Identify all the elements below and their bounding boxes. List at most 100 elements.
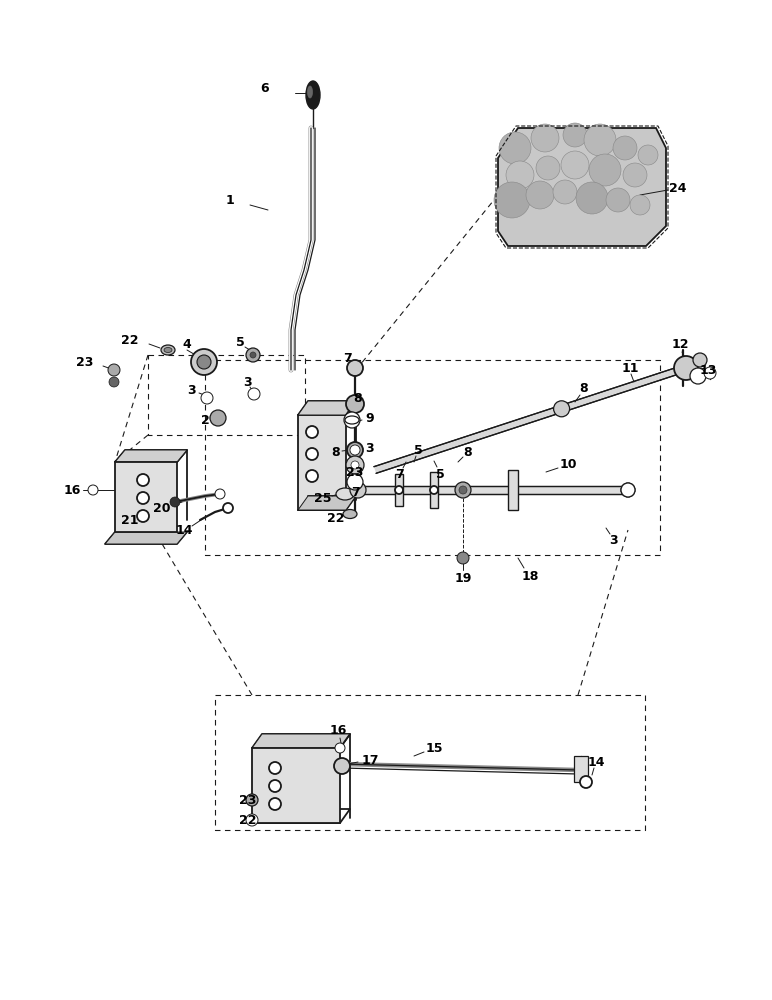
Circle shape	[346, 456, 364, 474]
Circle shape	[584, 124, 616, 156]
Text: 14: 14	[175, 524, 193, 536]
Circle shape	[191, 349, 217, 375]
Text: 11: 11	[621, 361, 638, 374]
Circle shape	[137, 510, 149, 522]
Text: 2: 2	[201, 414, 209, 426]
Circle shape	[246, 814, 258, 826]
Text: 7: 7	[395, 468, 405, 481]
Text: 10: 10	[559, 458, 577, 471]
Text: 24: 24	[669, 182, 687, 194]
Polygon shape	[105, 532, 187, 544]
Circle shape	[536, 156, 560, 180]
Circle shape	[553, 180, 577, 204]
Circle shape	[351, 461, 359, 469]
Ellipse shape	[306, 81, 320, 109]
Text: 8: 8	[354, 391, 362, 404]
Circle shape	[621, 483, 635, 497]
Text: 8: 8	[332, 446, 340, 458]
Text: 6: 6	[261, 82, 269, 95]
Text: 4: 4	[183, 338, 191, 352]
Text: 23: 23	[347, 466, 364, 479]
Circle shape	[170, 497, 180, 507]
Text: 5: 5	[414, 444, 422, 456]
Polygon shape	[298, 496, 356, 510]
Circle shape	[306, 470, 318, 482]
Circle shape	[563, 123, 587, 147]
Circle shape	[580, 776, 592, 788]
Circle shape	[223, 503, 233, 513]
Circle shape	[250, 352, 256, 358]
Text: 18: 18	[521, 570, 539, 582]
Text: 17: 17	[361, 754, 379, 766]
Text: 19: 19	[454, 572, 472, 584]
Text: 13: 13	[699, 363, 716, 376]
Circle shape	[526, 181, 554, 209]
Bar	[358, 486, 628, 494]
Circle shape	[623, 163, 647, 187]
Text: 8: 8	[580, 381, 588, 394]
Polygon shape	[115, 450, 187, 462]
Bar	[574, 756, 588, 782]
Circle shape	[690, 368, 706, 384]
Circle shape	[506, 161, 534, 189]
Ellipse shape	[345, 416, 359, 424]
Text: 16: 16	[330, 724, 347, 736]
Circle shape	[561, 151, 589, 179]
Ellipse shape	[307, 86, 313, 98]
Circle shape	[137, 492, 149, 504]
Circle shape	[350, 445, 360, 455]
Circle shape	[197, 355, 211, 369]
Circle shape	[344, 412, 360, 428]
Circle shape	[347, 442, 363, 458]
Bar	[508, 470, 518, 510]
Circle shape	[630, 195, 650, 215]
Circle shape	[621, 483, 635, 497]
Text: 22: 22	[327, 512, 345, 524]
Text: 20: 20	[154, 502, 171, 514]
Circle shape	[246, 794, 258, 806]
Circle shape	[269, 798, 281, 810]
Circle shape	[334, 758, 350, 774]
Circle shape	[108, 364, 120, 376]
Polygon shape	[298, 401, 356, 415]
Bar	[430, 472, 438, 508]
Circle shape	[638, 145, 658, 165]
Text: 5: 5	[235, 336, 245, 349]
Ellipse shape	[161, 345, 175, 355]
Text: 3: 3	[188, 383, 196, 396]
Circle shape	[88, 485, 98, 495]
Ellipse shape	[336, 488, 354, 500]
Polygon shape	[374, 365, 687, 473]
Circle shape	[554, 401, 570, 417]
Circle shape	[350, 482, 366, 498]
Text: 22: 22	[239, 814, 257, 826]
Ellipse shape	[343, 510, 357, 518]
Circle shape	[347, 474, 363, 490]
Circle shape	[704, 367, 716, 379]
Text: 15: 15	[425, 742, 443, 754]
Text: 9: 9	[366, 412, 374, 424]
Circle shape	[335, 743, 345, 753]
Text: 8: 8	[464, 446, 472, 458]
Circle shape	[613, 136, 637, 160]
Circle shape	[269, 762, 281, 774]
Circle shape	[215, 489, 225, 499]
Circle shape	[430, 486, 438, 494]
Circle shape	[531, 124, 559, 152]
Text: 3: 3	[244, 375, 252, 388]
Circle shape	[347, 360, 363, 376]
Text: 7: 7	[344, 352, 352, 364]
Text: 23: 23	[76, 356, 93, 368]
Text: 22: 22	[121, 334, 139, 347]
Circle shape	[346, 395, 364, 413]
Bar	[252, 748, 340, 823]
Circle shape	[457, 552, 469, 564]
Circle shape	[248, 388, 260, 400]
Circle shape	[269, 780, 281, 792]
Circle shape	[210, 410, 226, 426]
Circle shape	[459, 486, 467, 494]
Circle shape	[137, 474, 149, 486]
Ellipse shape	[164, 348, 172, 353]
Text: 5: 5	[435, 468, 445, 481]
Text: 3: 3	[366, 442, 374, 454]
